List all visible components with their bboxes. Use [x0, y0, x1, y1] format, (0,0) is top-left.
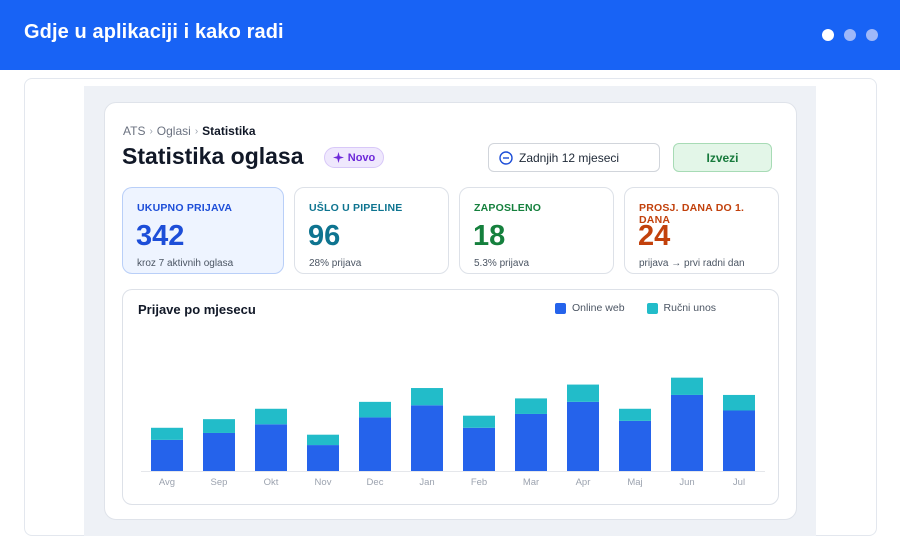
bar-maj-series-0[interactable] — [619, 420, 651, 471]
x-tick-label: Dec — [367, 477, 384, 488]
bar-mar-series-0[interactable] — [515, 413, 547, 471]
x-tick-label: Sep — [211, 477, 228, 488]
bar-nov-series-0[interactable] — [307, 445, 339, 471]
breadcrumb-separator-icon: › — [194, 125, 199, 137]
kpi-card-total-applications[interactable]: UKUPNO PRIJAVA 342 kroz 7 aktivnih oglas… — [122, 187, 284, 274]
bar-maj-series-1[interactable] — [619, 408, 651, 421]
legend-item-manual-entry[interactable]: Ručni unos — [646, 302, 717, 314]
legend-swatch — [555, 302, 566, 314]
legend-label: Online web — [572, 302, 625, 314]
chart-legend: Online web Ručni unos — [555, 302, 716, 314]
x-tick-label: Jun — [679, 477, 694, 488]
monthly-applications-chart: Prijave po mjesecu Online web Ručni unos… — [122, 289, 779, 505]
bar-chart-plot: Avg Sep Okt Nov Dec Jan Feb Mar Apr Maj Jun Jul — [141, 377, 765, 488]
bar-okt-series-0[interactable] — [255, 424, 287, 471]
breadcrumb: ATS › Oglasi › Statistika — [123, 124, 256, 138]
breadcrumb-current: Statistika — [202, 124, 256, 138]
legend-item-online-web[interactable]: Online web — [555, 302, 625, 314]
kpi-value: 342 — [136, 220, 185, 252]
kpi-subtext: 28% prijava — [309, 258, 362, 269]
date-range-value: Zadnjih 12 mjeseci — [519, 150, 620, 165]
breadcrumb-root[interactable]: ATS — [123, 124, 146, 138]
x-tick-label: Okt — [264, 477, 279, 488]
bar-jan-series-1[interactable] — [411, 388, 443, 406]
x-tick-label: Maj — [627, 477, 642, 488]
export-button[interactable]: Izvezi — [673, 143, 772, 172]
new-badge-label: Novo — [347, 151, 376, 164]
slide-dot-3[interactable] — [866, 29, 878, 41]
legend-label: Ručni unos — [663, 302, 717, 314]
breadcrumb-separator-icon: › — [149, 125, 153, 137]
slide-indicator — [822, 29, 878, 41]
bar-sep-series-1[interactable] — [203, 419, 235, 433]
x-tick-label: Avg — [159, 477, 175, 488]
minus-circle-icon — [499, 150, 513, 165]
bar-okt-series-1[interactable] — [255, 408, 287, 425]
bar-apr-series-1[interactable] — [567, 384, 599, 402]
kpi-label: PROSJ. DANA DO 1. DANA — [639, 202, 745, 226]
kpi-subtext: prijava → prvi radni dan — [639, 258, 745, 269]
chart-title: Prijave po mjesecu — [138, 302, 256, 317]
bar-nov-series-1[interactable] — [307, 434, 339, 446]
x-tick-label: Mar — [523, 477, 539, 488]
bar-jul-series-1[interactable] — [723, 394, 755, 411]
kpi-label: UŠLO U PIPELINE — [309, 202, 403, 214]
bar-avg-series-0[interactable] — [151, 439, 183, 471]
bar-sep-series-0[interactable] — [203, 432, 235, 471]
kpi-card-pipeline[interactable]: UŠLO U PIPELINE 96 28% prijava — [294, 187, 449, 274]
kpi-value: 18 — [473, 220, 506, 252]
bar-jun-series-0[interactable] — [671, 394, 703, 471]
slide-dot-2[interactable] — [844, 29, 856, 41]
kpi-card-hired[interactable]: ZAPOSLENO 18 5.3% prijava — [459, 187, 614, 274]
banner-title: Gdje u aplikaciji i kako radi — [24, 21, 284, 43]
page-title: Statistika oglasa — [122, 143, 304, 169]
slide-dot-1[interactable] — [822, 29, 834, 41]
x-tick-label: Jan — [419, 477, 434, 488]
x-tick-label: Apr — [576, 477, 591, 488]
bar-avg-series-1[interactable] — [151, 427, 183, 440]
kpi-value: 24 — [638, 220, 671, 252]
date-range-select[interactable]: Zadnjih 12 mjeseci — [488, 143, 660, 172]
kpi-value: 96 — [308, 220, 341, 252]
x-tick-label: Feb — [471, 477, 487, 488]
new-badge: Novo — [324, 147, 384, 168]
kpi-subtext: 5.3% prijava — [474, 258, 530, 269]
kpi-card-avg-days[interactable]: PROSJ. DANA DO 1. DANA 24 prijava → prvi… — [624, 187, 779, 274]
top-banner: Gdje u aplikaciji i kako radi — [0, 0, 900, 70]
bar-apr-series-0[interactable] — [567, 401, 599, 471]
sparkle-icon — [332, 152, 344, 163]
bar-dec-series-0[interactable] — [359, 417, 391, 471]
bar-feb-series-1[interactable] — [463, 415, 495, 428]
bar-feb-series-0[interactable] — [463, 427, 495, 471]
x-tick-label: Nov — [315, 477, 332, 488]
bar-jun-series-1[interactable] — [671, 377, 703, 395]
kpi-label: UKUPNO PRIJAVA — [137, 202, 233, 214]
breadcrumb-parent[interactable]: Oglasi — [156, 124, 191, 138]
bar-dec-series-1[interactable] — [359, 401, 391, 418]
bar-jan-series-0[interactable] — [411, 405, 443, 471]
bar-mar-series-1[interactable] — [515, 398, 547, 414]
x-tick-label: Jul — [733, 477, 745, 488]
kpi-label: ZAPOSLENO — [474, 202, 542, 214]
legend-swatch — [646, 302, 658, 314]
bar-jul-series-0[interactable] — [723, 410, 755, 472]
statistics-panel: ATS › Oglasi › Statistika Statistika ogl… — [104, 102, 797, 520]
kpi-subtext: kroz 7 aktivnih oglasa — [137, 258, 234, 269]
